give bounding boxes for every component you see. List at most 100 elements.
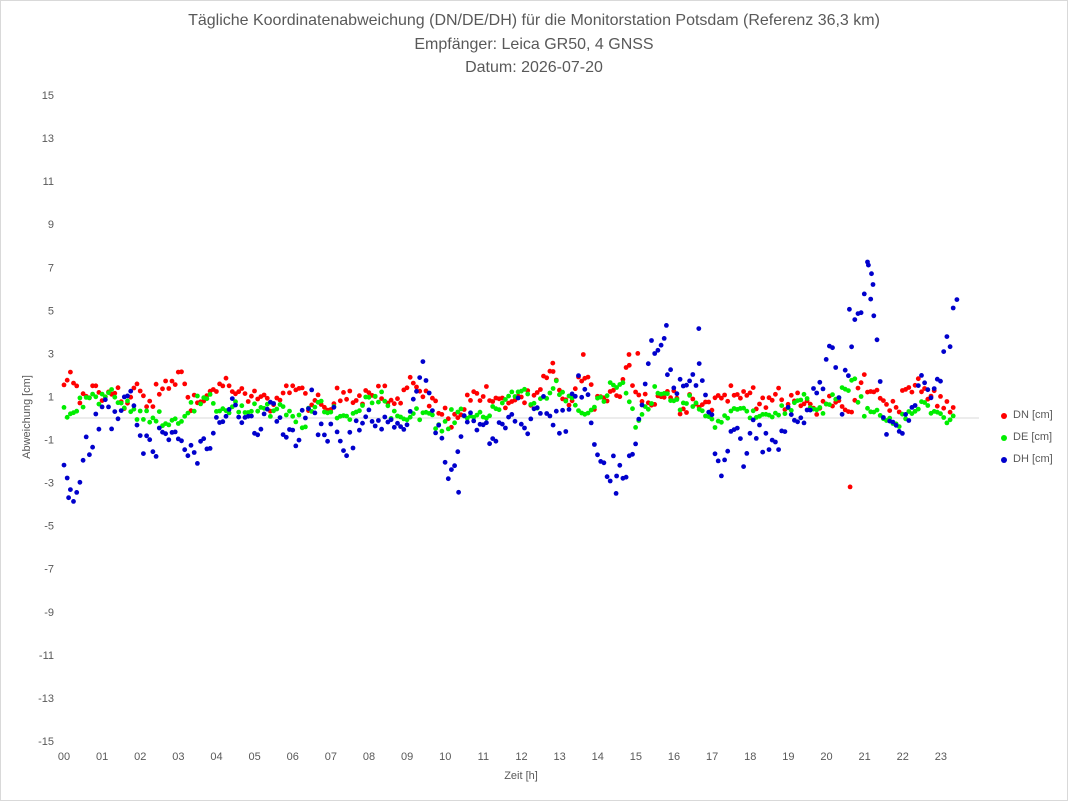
data-point xyxy=(541,394,546,399)
data-point xyxy=(87,452,92,458)
data-point xyxy=(404,385,410,391)
data-point xyxy=(601,460,607,466)
data-point xyxy=(179,369,184,375)
data-point xyxy=(458,434,464,439)
data-point xyxy=(303,415,308,421)
data-point xyxy=(776,385,781,391)
data-point xyxy=(588,420,594,426)
x-tick-label: 19 xyxy=(782,751,794,763)
data-point xyxy=(855,385,861,391)
data-point xyxy=(915,376,921,382)
data-point xyxy=(210,430,216,436)
data-point xyxy=(455,409,461,415)
data-point xyxy=(757,401,762,407)
data-point xyxy=(106,390,111,396)
data-point xyxy=(595,452,600,458)
data-point xyxy=(868,296,874,302)
data-point xyxy=(572,393,578,399)
data-point xyxy=(509,389,515,395)
data-point xyxy=(630,451,635,457)
data-point xyxy=(280,390,286,396)
data-point xyxy=(417,375,423,380)
data-point xyxy=(334,385,340,391)
data-point xyxy=(866,262,871,268)
data-point xyxy=(166,386,172,391)
data-point xyxy=(509,412,515,417)
data-point xyxy=(531,400,537,406)
data-point xyxy=(245,399,251,404)
data-point xyxy=(534,390,540,395)
data-point xyxy=(719,419,724,425)
data-point xyxy=(420,359,426,364)
data-point xyxy=(64,377,70,383)
data-point xyxy=(890,419,896,425)
data-point xyxy=(150,404,156,409)
data-point xyxy=(277,397,283,403)
data-point xyxy=(391,401,397,407)
data-point xyxy=(550,369,556,374)
data-point xyxy=(633,389,638,395)
data-point xyxy=(839,411,845,417)
data-point xyxy=(404,422,410,428)
chart-subtitle-receiver: Empfänger: Leica GR50, 4 GNSS xyxy=(414,36,654,53)
data-point xyxy=(950,305,956,311)
data-point xyxy=(645,361,651,367)
data-point xyxy=(357,393,362,399)
data-point xyxy=(725,398,731,404)
data-point xyxy=(312,404,318,410)
data-point xyxy=(77,400,83,406)
data-point xyxy=(579,378,585,384)
data-point xyxy=(814,390,820,396)
data-point xyxy=(626,399,632,405)
data-point xyxy=(560,407,565,413)
data-point xyxy=(604,474,610,480)
data-point xyxy=(712,451,718,457)
data-point xyxy=(309,387,315,393)
data-point xyxy=(852,317,858,322)
data-point xyxy=(652,351,658,356)
data-point xyxy=(315,392,321,398)
data-point xyxy=(456,489,461,495)
data-point xyxy=(255,408,261,414)
data-point xyxy=(598,394,604,400)
data-point xyxy=(877,379,883,384)
data-point xyxy=(264,395,270,401)
data-point xyxy=(134,422,140,428)
data-point xyxy=(449,407,454,412)
data-point xyxy=(493,438,499,444)
data-point xyxy=(185,410,191,416)
data-point xyxy=(233,399,238,405)
data-point xyxy=(226,407,232,412)
x-tick-label: 15 xyxy=(630,751,642,763)
data-point xyxy=(150,449,156,455)
y-tick-label: -3 xyxy=(44,478,54,490)
data-point xyxy=(347,417,353,422)
data-point xyxy=(858,394,864,399)
data-point xyxy=(503,425,508,431)
data-point xyxy=(842,367,848,373)
data-point xyxy=(722,457,727,463)
data-point xyxy=(125,398,130,404)
data-point xyxy=(242,391,248,396)
data-point xyxy=(849,409,854,415)
data-point xyxy=(719,473,724,479)
data-point xyxy=(388,417,394,423)
data-point xyxy=(747,430,753,436)
data-point xyxy=(490,436,496,441)
data-point xyxy=(391,408,397,414)
data-point xyxy=(858,380,864,386)
data-point xyxy=(944,399,950,404)
data-point xyxy=(499,421,505,427)
data-point xyxy=(709,412,715,418)
data-point xyxy=(439,412,445,417)
data-point xyxy=(188,442,194,448)
data-point xyxy=(458,406,464,412)
x-tick-label: 20 xyxy=(820,751,832,763)
data-point xyxy=(722,392,727,398)
data-point xyxy=(785,404,791,410)
data-point xyxy=(172,416,178,422)
data-point xyxy=(74,383,80,389)
y-tick-label: 15 xyxy=(42,90,54,102)
data-point xyxy=(639,402,645,408)
